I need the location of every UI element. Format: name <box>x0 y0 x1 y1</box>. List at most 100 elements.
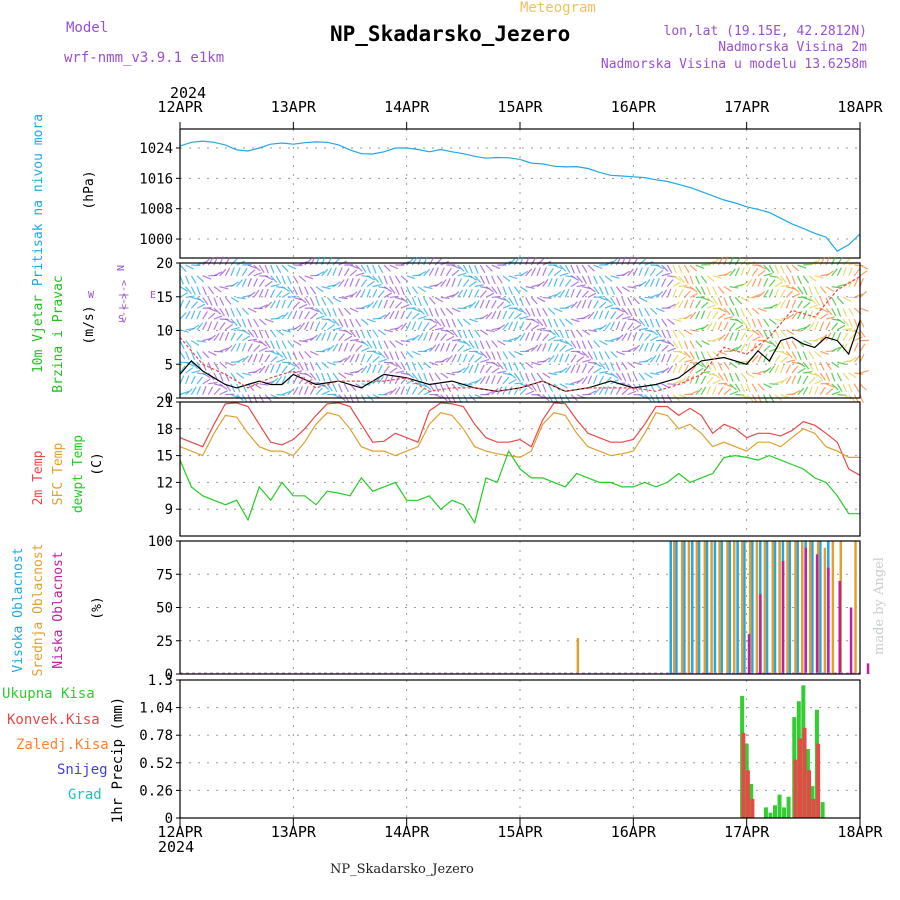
wind-barb <box>695 310 701 320</box>
wind-barb <box>780 264 785 274</box>
wind-barb <box>632 332 638 341</box>
wind-barb <box>258 318 267 326</box>
wind-barb <box>627 347 637 352</box>
wind-barb <box>581 340 587 350</box>
wind-barb <box>774 275 783 282</box>
wind-barb <box>440 342 445 352</box>
wind-barb <box>593 340 601 348</box>
wind-barb <box>531 318 540 324</box>
wind-barb <box>428 297 436 305</box>
wind-barb <box>763 264 771 272</box>
wind-barb <box>485 375 491 385</box>
wind-barb <box>360 340 369 347</box>
wind-barb <box>247 264 257 269</box>
wind-barb <box>598 375 605 385</box>
wind-barb <box>428 372 434 382</box>
wind-barb <box>202 258 210 266</box>
wind-barb <box>542 333 550 342</box>
y-tick-label: 1016 <box>139 171 173 187</box>
wind-barb <box>394 361 402 370</box>
wind-barb <box>202 321 208 331</box>
wind-barb <box>684 359 694 363</box>
y-tick-label: 15 <box>156 449 173 465</box>
wind-barb <box>746 342 751 352</box>
wind-barb <box>202 386 207 395</box>
wind-barb <box>548 372 558 376</box>
wind-barb <box>785 299 791 309</box>
station-title: NP_Skadarsko_Jezero <box>330 22 571 46</box>
wind-barb <box>321 256 326 266</box>
wind-barb <box>837 361 847 365</box>
wind-barb <box>649 278 655 287</box>
x-date-bottom: 16APR <box>611 823 657 841</box>
wind-barb <box>264 354 271 363</box>
wind-barb <box>672 318 682 323</box>
wind-barb <box>774 380 784 385</box>
wind-barb <box>395 340 404 346</box>
wind-barb <box>327 318 336 324</box>
wind-barb <box>819 286 827 294</box>
wind-barb <box>338 383 343 393</box>
x-date-top: 13APR <box>271 98 317 116</box>
wind-barb <box>343 355 351 363</box>
wind-barb <box>513 286 521 295</box>
wind-barb <box>485 299 490 309</box>
wind-barb <box>474 377 483 385</box>
wind-barb <box>332 258 340 266</box>
wind-barb <box>814 372 823 379</box>
wind-barb <box>644 333 652 342</box>
wind-barb <box>298 386 304 395</box>
wind-barb <box>740 327 750 331</box>
wind-barb <box>463 304 472 309</box>
wind-barb <box>683 299 689 309</box>
wind-barb <box>451 383 459 391</box>
wind-barb <box>593 300 599 309</box>
wind-barb <box>344 329 353 336</box>
wind-barb <box>321 307 327 317</box>
wind-barb <box>632 372 638 382</box>
wind-barb <box>570 301 578 309</box>
wind-barb <box>389 388 397 396</box>
wind-barb <box>445 329 455 336</box>
wind-barb <box>502 296 511 304</box>
made-by-credit: made by Angel <box>872 557 887 655</box>
wind-barb <box>514 350 523 356</box>
wind-barb <box>423 256 428 266</box>
wind-barb <box>717 334 726 342</box>
wind-barb <box>315 256 321 266</box>
wind-barb <box>734 344 742 352</box>
wind-barb <box>820 350 830 356</box>
bar-precip-0 <box>773 805 777 818</box>
bar-cloud-1 <box>794 541 797 674</box>
wind-barb <box>530 256 537 266</box>
wind-barb <box>309 334 318 342</box>
wind-barb <box>564 264 571 274</box>
wind-barb <box>389 351 394 360</box>
wind-barb <box>678 356 687 363</box>
wind-barb <box>462 264 469 274</box>
wind-barb <box>649 318 655 328</box>
wind-barb <box>360 288 366 298</box>
wind-barb <box>814 258 822 266</box>
wind-barb <box>559 329 565 339</box>
wind-barb <box>712 362 717 371</box>
wind-barb <box>740 307 746 317</box>
wind-barb <box>270 289 276 298</box>
wind-barb <box>768 340 777 348</box>
wind-barb <box>270 283 280 288</box>
wind-barb <box>774 301 782 309</box>
wind-barb <box>814 379 824 385</box>
wind-barb <box>355 264 363 272</box>
wind-barb <box>581 264 588 274</box>
wind-barb <box>712 372 721 379</box>
wind-barb <box>627 268 634 277</box>
wind-barb <box>366 354 373 363</box>
wind-barb <box>729 268 736 277</box>
bar-cloud-1 <box>740 541 744 674</box>
wind-barb <box>717 286 725 294</box>
wind-barb <box>644 278 651 287</box>
wind-barb <box>774 329 780 339</box>
wind-barb <box>655 264 665 270</box>
wind-barb <box>445 307 454 315</box>
wind-barb <box>752 372 762 376</box>
